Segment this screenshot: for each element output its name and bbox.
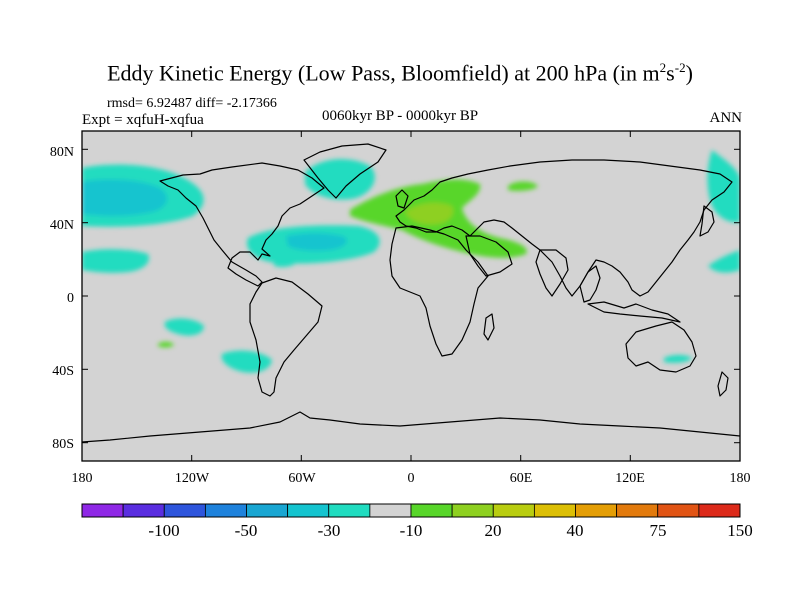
colorbar-label-neg50: -50 <box>235 521 258 540</box>
colorbar-label-neg10: -10 <box>400 521 423 540</box>
lon-tick-marks <box>81 131 741 461</box>
lon-label-180e: 180 <box>730 471 751 486</box>
lat-label-eq: 0 <box>67 291 74 306</box>
colorbar <box>81 503 741 518</box>
colorbar-label-75: 75 <box>650 521 667 540</box>
lon-label-180w: 180 <box>72 471 93 486</box>
colorbar-box-14 <box>657 503 700 518</box>
lat-label-40s: 40S <box>52 364 74 379</box>
coast-australia <box>625 321 697 373</box>
neg-anomaly-east-pacific-band <box>82 249 150 273</box>
neg-anomaly-west-pacific-sub <box>708 250 740 273</box>
colorbar-box-5 <box>287 503 330 518</box>
colorbar-box-2 <box>163 503 206 518</box>
period-label: 0060kyr BP - 0000kyr BP <box>321 108 479 124</box>
colorbar-box-15 <box>698 503 741 518</box>
coast-southeast-asia <box>579 265 601 303</box>
colorbar-box-8 <box>410 503 453 518</box>
colorbar-box-3 <box>204 503 247 518</box>
coast-greenland <box>303 143 387 199</box>
coast-british-isles <box>395 189 409 209</box>
neg-anomaly-north-pacific-core <box>82 179 167 216</box>
neg-anomaly-southeast-australia <box>664 355 692 363</box>
lon-label-120e: 120E <box>615 471 645 486</box>
coastlines <box>82 143 740 443</box>
neg-anomaly-gulf-small <box>274 259 296 267</box>
coast-europe-asia <box>395 159 733 297</box>
experiment-label: Expt = xqfuH-xqfua <box>82 112 204 128</box>
colorbar-box-0 <box>81 503 124 518</box>
coast-antarctica <box>82 411 740 443</box>
coast-india <box>535 249 569 297</box>
lon-label-60e: 60E <box>510 471 533 486</box>
anomaly-fields <box>82 143 740 443</box>
pos-anomaly-europe-core <box>405 202 454 225</box>
colorbar-box-11 <box>533 503 576 518</box>
coast-north-america <box>159 162 325 287</box>
rmsd-diff-stats: rmsd= 6.92487 diff= -2.17366 <box>107 96 277 111</box>
colorbar-box-10 <box>492 503 535 518</box>
coast-japan <box>699 205 715 237</box>
colorbar-label-neg100: -100 <box>148 521 179 540</box>
colorbar-label-150: 150 <box>727 521 753 540</box>
lat-label-80s: 80S <box>52 437 74 452</box>
lat-label-40n: 40N <box>50 218 74 233</box>
colorbar-box-12 <box>575 503 618 518</box>
colorbar-box-6 <box>328 503 371 518</box>
coast-madagascar <box>483 313 495 341</box>
coast-arabia <box>465 235 513 277</box>
neg-anomaly-north-atlantic-core <box>286 233 347 251</box>
neg-anomaly-west-pacific-ne <box>707 150 740 223</box>
colorbar-frame <box>81 503 741 518</box>
colorbar-label-neg30: -30 <box>318 521 341 540</box>
colorbar-label-20: 20 <box>485 521 502 540</box>
colorbar-label-40: 40 <box>567 521 584 540</box>
lat-label-80n: 80N <box>50 145 74 160</box>
coast-africa <box>389 225 489 357</box>
lat-tick-marks <box>82 148 740 444</box>
plot-title: Eddy Kinetic Energy (Low Pass, Bloomfiel… <box>107 60 693 86</box>
colorbar-box-13 <box>616 503 659 518</box>
neg-anomaly-south-pacific-1 <box>164 318 204 336</box>
coast-maritime-continent <box>587 301 681 323</box>
lon-label-0: 0 <box>408 471 415 486</box>
pos-anomaly-south-pacific-small <box>158 341 174 348</box>
coast-new-zealand <box>717 371 729 397</box>
pos-anomaly-west-siberia <box>508 181 538 191</box>
lon-label-120w: 120W <box>175 471 210 486</box>
colorbar-box-7 <box>369 503 412 518</box>
colorbar-box-1 <box>122 503 165 518</box>
colorbar-box-4 <box>246 503 289 518</box>
colorbar-box-9 <box>451 503 494 518</box>
coast-south-america <box>249 277 323 397</box>
season-label: ANN <box>709 110 743 126</box>
lon-label-60w: 60W <box>288 471 316 486</box>
